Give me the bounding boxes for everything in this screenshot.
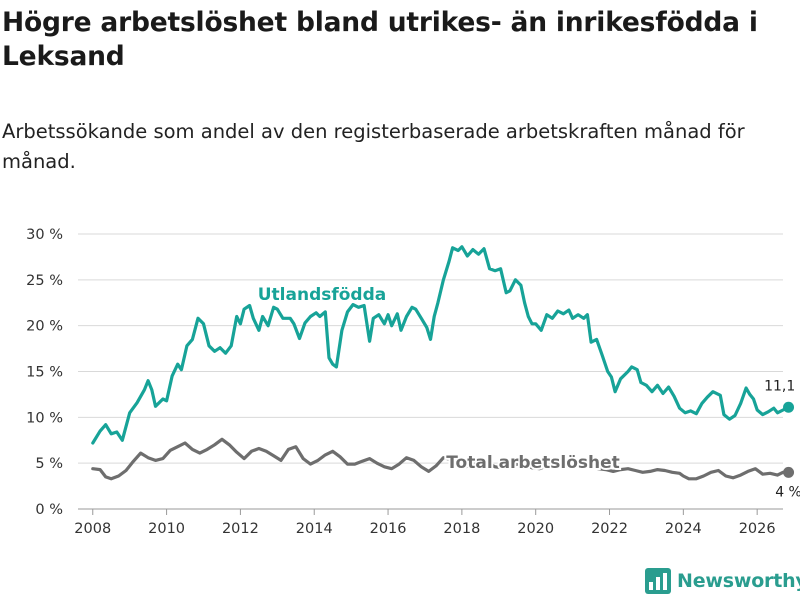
y-tick-label: 30 % <box>26 227 63 243</box>
x-tick-label: 2026 <box>739 521 776 537</box>
series-line-total-arbetsloshet <box>91 437 791 481</box>
chart-subtitle: Arbetssökande som andel av den registerb… <box>2 120 745 173</box>
x-tick-label: 2022 <box>591 521 628 537</box>
series-end-point-utlandsfodda <box>783 401 795 413</box>
y-tick-label: 25 % <box>26 273 63 289</box>
series-label-total: Total arbetslöshet <box>446 453 620 473</box>
series-label-utlandsfodda: Utlandsfödda <box>258 285 387 305</box>
brand-logo: Newsworthy <box>645 568 800 594</box>
x-tick-label: 2024 <box>665 521 702 537</box>
end-label-utlandsfodda: 11,1 % <box>764 378 800 394</box>
y-tick-label: 0 % <box>35 502 63 518</box>
bar-chart-icon <box>645 568 671 594</box>
y-tick-label: 10 % <box>26 410 63 426</box>
x-tick-label: 2010 <box>148 521 185 537</box>
x-tick-label: 2018 <box>443 521 480 537</box>
x-tick-label: 2016 <box>370 521 407 537</box>
chart-title: Högre arbetslöshet bland utrikes- än inr… <box>2 7 758 72</box>
brand-name: Newsworthy <box>677 570 800 592</box>
y-tick-label: 20 % <box>26 319 63 335</box>
y-tick-label: 15 % <box>26 365 63 381</box>
end-label-total: 4 % <box>775 484 800 500</box>
x-tick-label: 2012 <box>222 521 259 537</box>
x-tick-label: 2020 <box>517 521 554 537</box>
series-end-point-total-arbetsloshet <box>783 466 795 478</box>
y-tick-label: 5 % <box>35 456 63 472</box>
x-tick-label: 2014 <box>296 521 333 537</box>
series-line-utlandsfodda <box>91 245 791 445</box>
x-tick-label: 2008 <box>74 521 111 537</box>
